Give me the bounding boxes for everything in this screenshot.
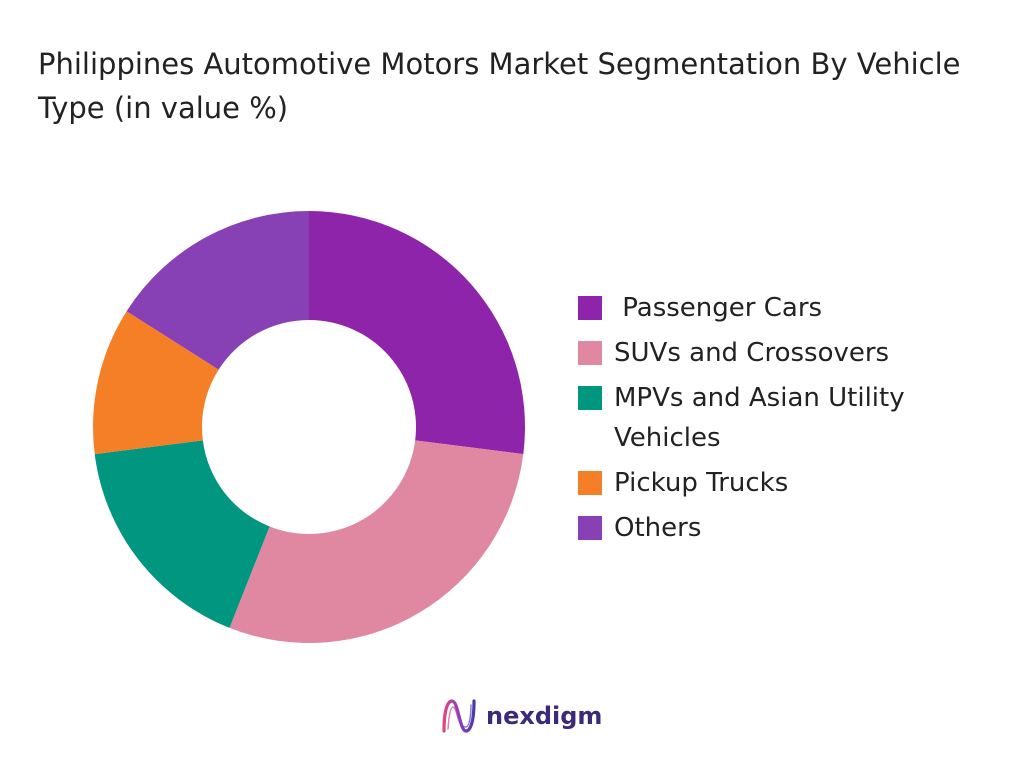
legend-item: MPVs and Asian Utility Vehicles [578,378,998,458]
legend-label: Others [614,513,702,543]
chart-title: Philippines Automotive Motors Market Seg… [38,47,961,125]
legend-swatch [578,516,602,540]
nexdigm-logo-icon [442,699,476,733]
legend-swatch [578,296,602,320]
donut-slice-4 [93,311,219,455]
legend-item: Passenger Cars [578,288,998,328]
donut-slice-1 [309,211,525,455]
legend-item: Others [578,508,998,548]
legend-swatch [578,386,602,410]
donut-slice-5 [126,211,309,370]
brand-name: nexdigm [486,702,603,730]
legend: Passenger Cars SUVs and Crossovers MPVs an… [578,288,998,553]
legend-label: Passenger Cars [614,293,823,323]
donut-slice-2 [229,440,524,643]
legend-label: MPVs and Asian Utility Vehicles [614,383,913,453]
legend-label: Pickup Trucks [614,468,789,498]
legend-item: SUVs and Crossovers [578,333,998,373]
legend-swatch [578,341,602,365]
legend-swatch [578,471,602,495]
legend-label: SUVs and Crossovers [614,338,890,368]
legend-item: Pickup Trucks [578,463,998,503]
donut-slice-3 [94,440,270,628]
brand: nexdigm [440,698,602,734]
